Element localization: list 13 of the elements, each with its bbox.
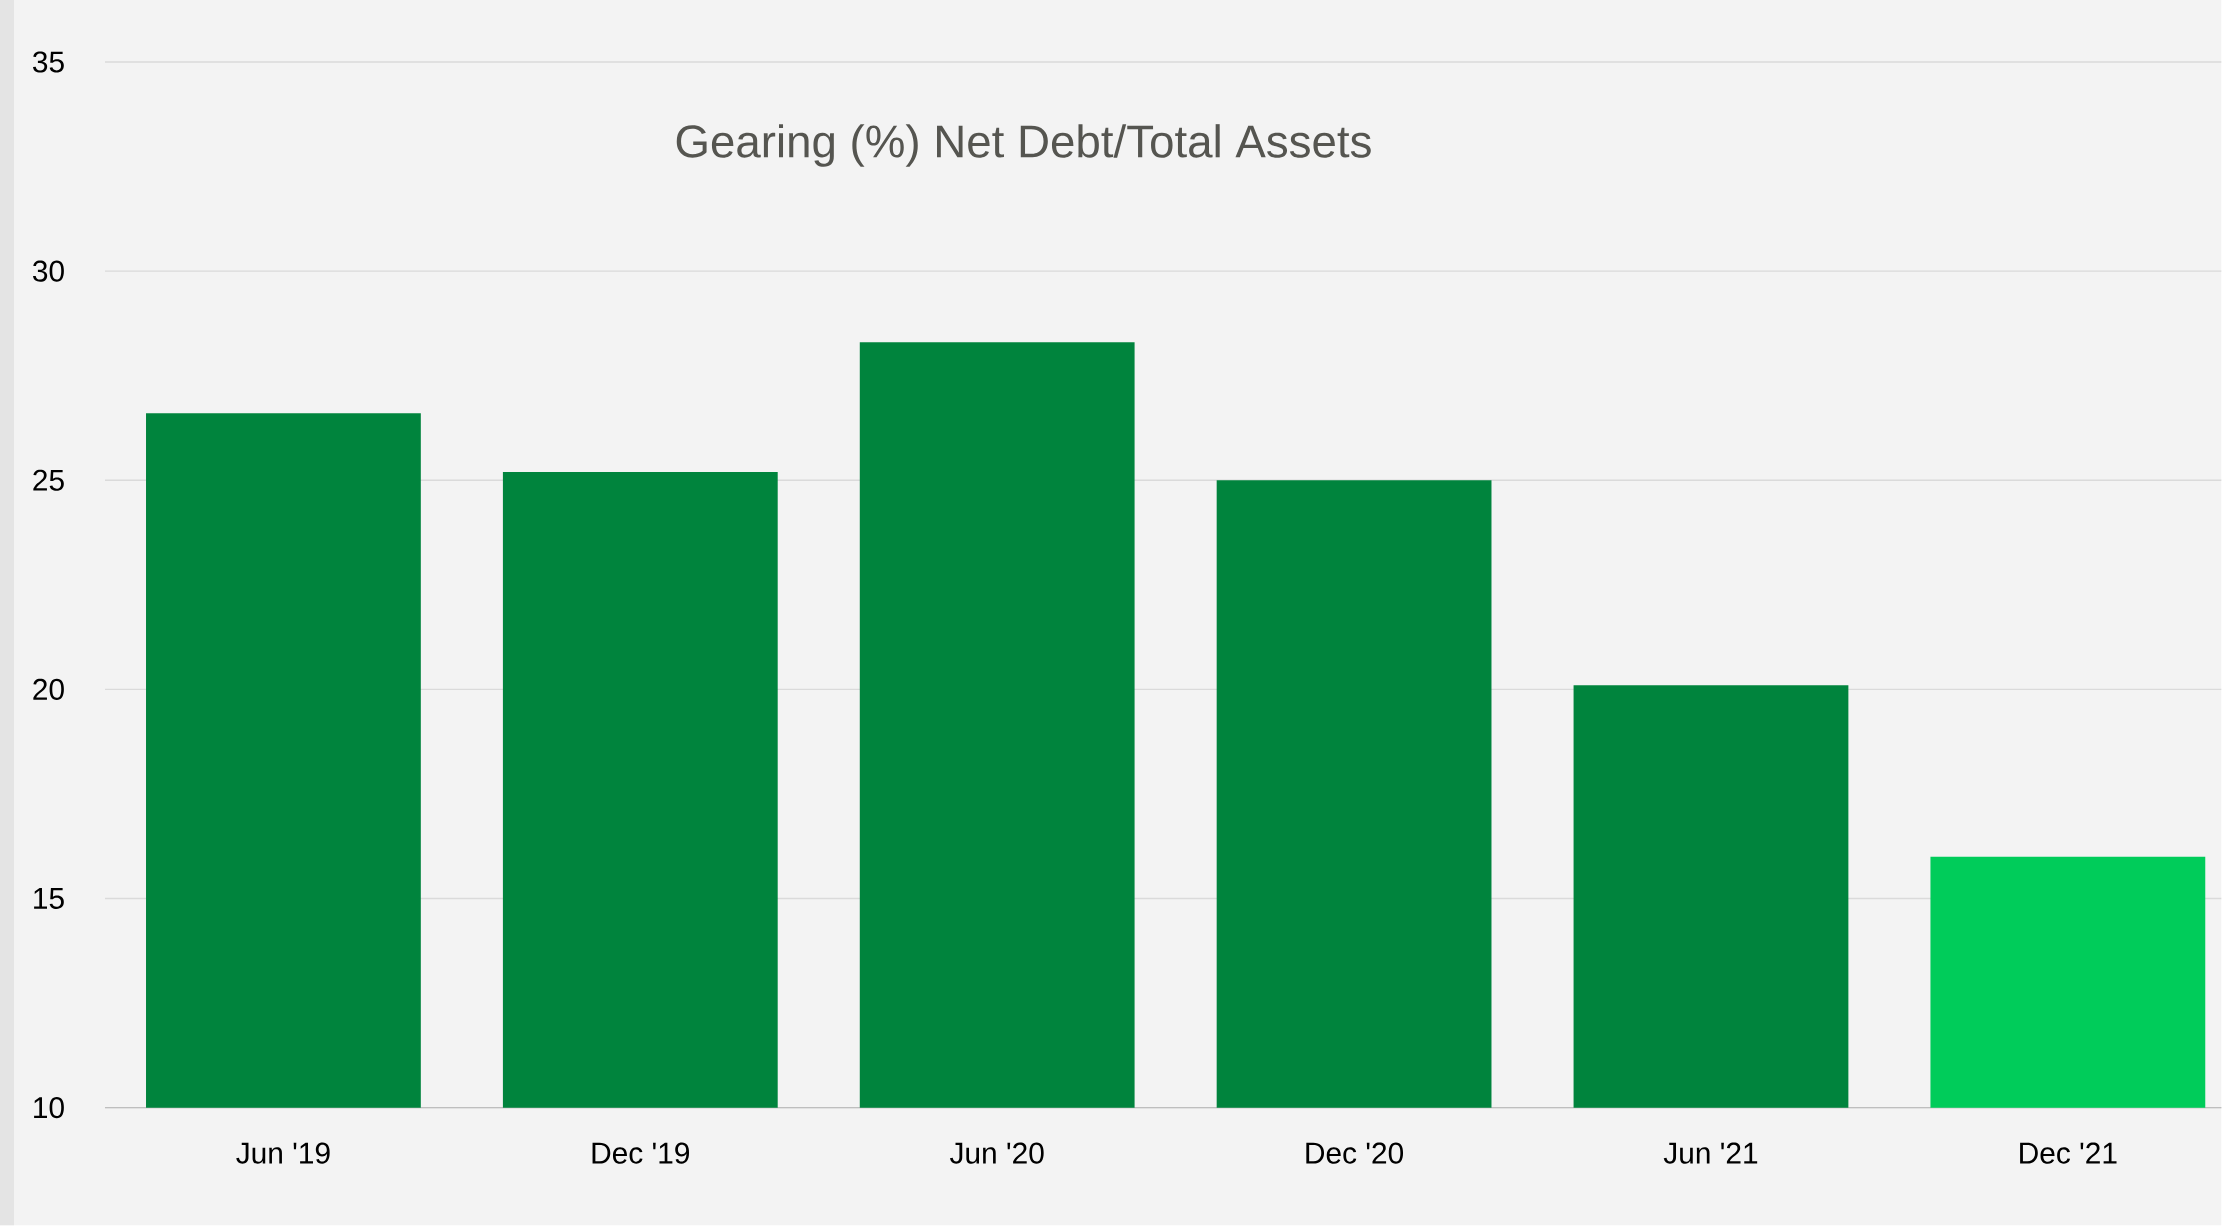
y-tick-label: 15 — [34, 888, 64, 910]
x-tick-label: Jun '21 — [1663, 1142, 1758, 1164]
x-tick-label: Jun '20 — [949, 1142, 1044, 1164]
x-tick-label: Dec '20 — [1306, 1142, 1404, 1164]
text: Gearing (%) Net Debt/Total Assets — [676, 124, 1371, 167]
y-tick-label: 20 — [33, 679, 64, 701]
y-tick-label: 10 — [34, 1097, 64, 1119]
x-tick-label: Jun '19 — [236, 1142, 330, 1164]
y-tick-label: 25 — [33, 469, 64, 491]
x-tick-label: Dec '21 — [2020, 1142, 2117, 1164]
x-tick-label: Dec '19 — [592, 1142, 690, 1164]
y-tick-label: 35 — [33, 51, 64, 73]
y-tick-label: 30 — [33, 260, 64, 282]
